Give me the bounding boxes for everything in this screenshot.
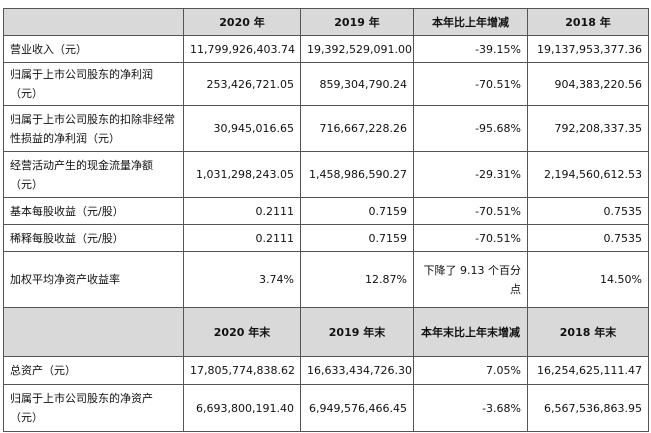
- value-cell: -29.31%: [413, 151, 528, 198]
- value-cell: 253,426,721.05: [183, 62, 301, 106]
- header-row: 2020 年 2019 年本年比上年增减 2018 年: [3, 8, 649, 36]
- label-cell: 总资产（元）: [3, 356, 184, 385]
- data-row: 经营活动产生的现金流量净额（元） 1,031,298,243.05 1,458,98…: [3, 151, 649, 198]
- value-cell: -70.51%: [413, 224, 528, 252]
- header-cell: 2020 年末: [183, 307, 301, 357]
- data-row: 归属于上市公司股东的净利润（元） 253,426,721.05 859,304,79…: [3, 62, 649, 106]
- value-cell: 0.7159: [300, 197, 414, 225]
- header-cell: 本年末比上年末增减: [413, 307, 528, 357]
- value-cell: 0.2111: [183, 224, 301, 252]
- label-cell: 归属于上市公司股东的净利润（元）: [3, 62, 184, 106]
- header-cell: 2019 年末: [300, 307, 414, 357]
- value-cell: 30,945,016.65: [183, 105, 301, 152]
- header-cell: 本年比上年增减: [413, 8, 528, 36]
- value-cell: 0.7159: [300, 224, 414, 252]
- value-cell: 2,194,560,612.53: [527, 151, 649, 198]
- value-cell: 6,949,576,466.45: [300, 384, 414, 432]
- header-cell: [3, 8, 184, 36]
- data-row: 营业收入（元） 11,799,926,403.74 19,392,529,091.0…: [3, 35, 649, 63]
- value-cell: 0.7535: [527, 224, 649, 252]
- data-row: 基本每股收益（元/股） 0.2111 0.7159 -70.51% 0.7535: [3, 197, 649, 225]
- label-cell: 归属于上市公司股东的扣除非经常性损益的净利润（元）: [3, 105, 184, 152]
- data-row: 总资产（元） 17,805,774,838.62 16,633,434,726.30…: [3, 356, 649, 385]
- value-cell: 下降了 9.13 个百分点: [413, 251, 528, 308]
- header-row: 2020 年末 2019 年末 本年末比上年末增减 2018 年末: [3, 307, 649, 357]
- header-cell: 2018 年末: [527, 307, 649, 357]
- header-cell: 2019 年: [300, 8, 414, 36]
- label-cell: 基本每股收益（元/股）: [3, 197, 184, 225]
- value-cell: 859,304,790.24: [300, 62, 414, 106]
- value-cell: -39.15%: [413, 35, 528, 63]
- value-cell: 16,633,434,726.30: [300, 356, 414, 385]
- value-cell: -70.51%: [413, 62, 528, 106]
- label-cell: 稀释每股收益（元/股）: [3, 224, 184, 252]
- label-cell: 加权平均净资产收益率: [3, 251, 184, 308]
- label-cell: 归属于上市公司股东的净资产（元）: [3, 384, 184, 432]
- value-cell: 6,693,800,191.40: [183, 384, 301, 432]
- value-cell: 19,137,953,377.36: [527, 35, 649, 63]
- value-cell: 0.7535: [527, 197, 649, 225]
- header-cell: 2018 年: [527, 8, 649, 36]
- label-cell: 营业收入（元）: [3, 35, 184, 63]
- value-cell: 6,567,536,863.95: [527, 384, 649, 432]
- value-cell: 1,458,986,590.27: [300, 151, 414, 198]
- value-cell: 14.50%: [527, 251, 649, 308]
- value-cell: 16,254,625,111.47: [527, 356, 649, 385]
- value-cell: -70.51%: [413, 197, 528, 225]
- value-cell: -3.68%: [413, 384, 528, 432]
- value-cell: 12.87%: [300, 251, 414, 308]
- header-cell: [3, 307, 184, 357]
- value-cell: 19,392,529,091.00: [300, 35, 414, 63]
- label-cell: 经营活动产生的现金流量净额（元）: [3, 151, 184, 198]
- data-row: 归属于上市公司股东的扣除非经常性损益的净利润（元） 30,945,016.65 71…: [3, 105, 649, 152]
- header-cell: 2020 年: [183, 8, 301, 36]
- data-row: 归属于上市公司股东的净资产（元） 6,693,800,191.40 6,949,57…: [3, 384, 649, 432]
- table-body: 2020 年 2019 年本年比上年增减 2018 年营业收入（元） 11,799,9…: [3, 8, 649, 432]
- financial-table: 2020 年 2019 年本年比上年增减 2018 年营业收入（元） 11,799,9…: [3, 8, 649, 432]
- value-cell: 7.05%: [413, 356, 528, 385]
- data-row: 加权平均净资产收益率 3.74% 12.87% 下降了 9.13 个百分点 14.50%: [3, 251, 649, 308]
- value-cell: 904,383,220.56: [527, 62, 649, 106]
- value-cell: 0.2111: [183, 197, 301, 225]
- value-cell: 17,805,774,838.62: [183, 356, 301, 385]
- data-row: 稀释每股收益（元/股） 0.2111 0.7159 -70.51% 0.7535: [3, 224, 649, 252]
- value-cell: 1,031,298,243.05: [183, 151, 301, 198]
- value-cell: 792,208,337.35: [527, 105, 649, 152]
- value-cell: 716,667,228.26: [300, 105, 414, 152]
- value-cell: -95.68%: [413, 105, 528, 152]
- value-cell: 3.74%: [183, 251, 301, 308]
- value-cell: 11,799,926,403.74: [183, 35, 301, 63]
